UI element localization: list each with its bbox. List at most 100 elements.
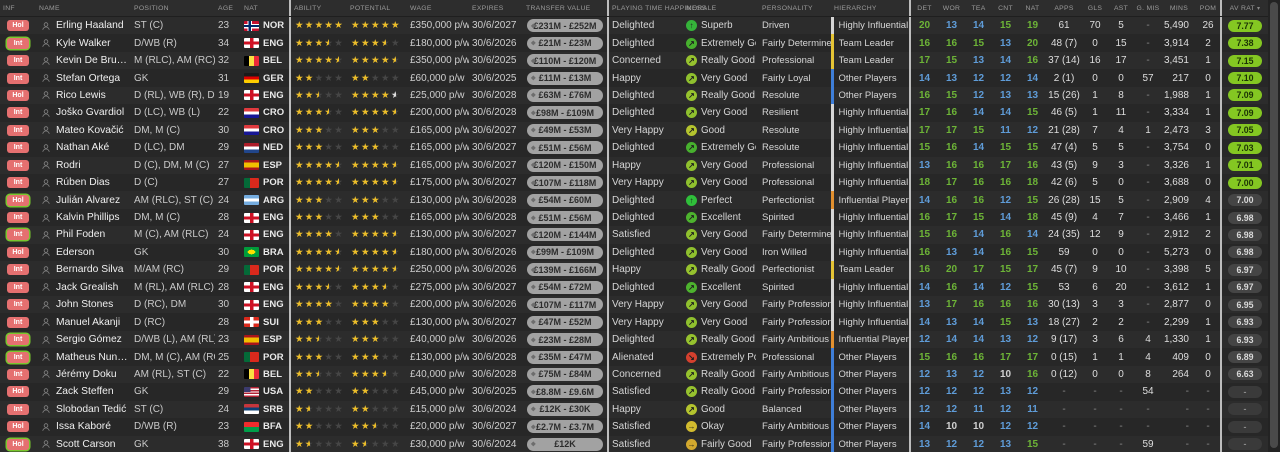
stat-ast: 5 — [1118, 20, 1124, 32]
col-header-tea[interactable]: TEA — [971, 4, 986, 12]
table-row[interactable]: Int Kyle Walker D/WB (R) 34 ENG ★ ★ ★ ★ ★ ★ ★ ★… — [0, 34, 1280, 52]
table-row[interactable]: Int Slobodan Tedić ST (C) 24 SRB ★ ★ ★ ★ ★ ★ ★… — [0, 400, 1280, 419]
table-row[interactable]: Int Nathan Aké D (LC), DM 29 NED ★ ★ ★ ★ ★ ★ ★… — [0, 139, 1280, 157]
player-name[interactable]: Scott Carson — [56, 438, 116, 450]
col-header-wage[interactable]: WAGE — [410, 4, 432, 12]
player-name[interactable]: Kyle Walker — [56, 37, 111, 49]
col-header-age[interactable]: AGE — [218, 4, 234, 12]
vertical-scrollbar[interactable] — [1268, 0, 1280, 452]
player-name[interactable]: Jérémy Doku — [56, 368, 117, 380]
table-row[interactable]: Int John Stones D (RC), DM 30 ENG ★ ★ ★ ★ ★ ★… — [0, 296, 1280, 314]
player-name[interactable]: Manuel Akanji — [56, 316, 121, 328]
personality: Resolute — [762, 142, 800, 154]
col-header-hierarchy[interactable]: HIERARCHY — [834, 4, 877, 12]
player-name[interactable]: Sergio Gómez — [56, 334, 122, 346]
col-header-inf[interactable]: INF — [3, 4, 15, 12]
hierarchy-bar — [831, 34, 834, 52]
player-name[interactable]: Erling Haaland — [56, 20, 124, 32]
table-row[interactable]: Hol Issa Kaboré D/WB (R) 23 BFA ★ ★ ★ ★ ★ ★ ★ ★… — [0, 418, 1280, 436]
transfer-value: £99M - £109M — [535, 247, 595, 258]
col-header-playing-time-happiness[interactable]: PLAYING TIME HAPPINESS — [612, 4, 707, 12]
table-row[interactable]: Int Jack Grealish M (RL), AM (RLC) 28 EN… — [0, 278, 1280, 296]
player-name[interactable]: Nathan Aké — [56, 142, 110, 154]
player-name[interactable]: Zack Steffen — [56, 386, 114, 398]
col-header-potential[interactable]: POTENTIAL — [350, 4, 391, 12]
player-name[interactable]: Joško Gvardiol — [56, 107, 125, 119]
col-header-personality[interactable]: PERSONALITY — [762, 4, 813, 12]
table-row[interactable]: Int Jérémy Doku AM (RL), ST (C) 22 BEL ★… — [0, 365, 1280, 384]
nationality-flag — [244, 264, 259, 275]
player-name[interactable]: Stefan Ortega — [56, 72, 121, 84]
table-row[interactable]: Int Kalvin Phillips DM, M (C) 28 ENG ★ ★ ★… — [0, 208, 1280, 227]
col-header-nat[interactable]: NAT — [244, 4, 258, 12]
col-header-morale[interactable]: MORALE — [686, 4, 717, 12]
player-name[interactable]: Rúben Dias — [56, 177, 110, 189]
col-header-wor[interactable]: WOR — [942, 4, 961, 12]
col-header-av-rat[interactable]: AV RAT ▾ — [1229, 4, 1261, 12]
player-name[interactable]: Ederson — [56, 246, 95, 258]
stat-ast: 20 — [1115, 281, 1127, 293]
col-header-position[interactable]: POSITION — [134, 4, 169, 12]
table-row[interactable]: Int Manuel Akanji D (RC) 28 SUI ★ ★ ★ ★ ★ ★ ★ ★… — [0, 313, 1280, 331]
col-header-expires[interactable]: EXPIRES — [472, 4, 504, 12]
stat-pom: 0 — [1205, 177, 1211, 189]
table-row[interactable]: Hol Scott Carson GK 38 ENG ★ ★ ★ ★ ★ ★ ★ ★ ★ ★ ★ ★… — [0, 435, 1280, 452]
table-row[interactable]: Int Matheus Nunes DM, M (C), AM (RC) 25 … — [0, 348, 1280, 366]
table-row[interactable]: Int Mateo Kovačić DM, M (C) 30 CRO ★ ★ ★ ★ ★… — [0, 121, 1280, 140]
col-header-ast[interactable]: AST — [1113, 4, 1129, 12]
table-row[interactable]: Hol Julián Álvarez AM (RLC), ST (C) 24 A… — [0, 191, 1280, 209]
player-name[interactable]: Phil Foden — [56, 229, 106, 241]
table-row[interactable]: Hol Ederson GK 30 BRA ★ ★ ★ ★ ★ ★ ★ ★ ★ ★ ★ ★ ★ ★ ★ ★ ★… — [0, 243, 1280, 262]
col-header-ability[interactable]: ABILITY — [294, 4, 322, 12]
attr-det: 14 — [918, 72, 931, 84]
player-name[interactable]: Kevin De Bruyne — [56, 55, 128, 67]
value-notch-icon: ◆ — [531, 110, 536, 117]
player-name[interactable]: Kalvin Phillips — [56, 212, 120, 224]
morale-label: Superb — [701, 20, 733, 32]
table-row[interactable]: Int Rúben Dias D (C) 27 POR ★ ★ ★ ★ ★ ★ ★ ★ ★ ★ ★… — [0, 173, 1280, 192]
hierarchy-label: Team Leader — [838, 37, 894, 49]
col-header-apps[interactable]: APPS — [1054, 4, 1074, 12]
player-name[interactable]: Julián Álvarez — [56, 194, 121, 206]
player-name[interactable]: Matheus Nunes — [56, 351, 128, 363]
table-row[interactable]: Hol Erling Haaland ST (C) 23 NOR ★ ★ ★ ★ ★ ★ ★… — [0, 17, 1280, 35]
table-row[interactable]: Int Bernardo Silva M/AM (RC) 29 POR ★ ★ ★ ★… — [0, 261, 1280, 279]
table-row[interactable]: Int Rodri D (C), DM, M (C) 27 ESP ★ ★ ★ ★ ★ ★… — [0, 156, 1280, 174]
col-header-name[interactable]: NAME — [39, 4, 60, 12]
age: 27 — [218, 177, 230, 189]
table-row[interactable]: Int Kevin De Bruyne M (RLC), AM (RC), ST… — [0, 51, 1280, 70]
col-header-transfer-value[interactable]: TRANSFER VALUE — [526, 4, 591, 12]
table-row[interactable]: Int Phil Foden M (C), AM (RLC) 24 ENG ★ ★… — [0, 226, 1280, 244]
player-name[interactable]: Rodri — [56, 159, 81, 171]
column-group-divider — [1220, 156, 1222, 174]
attr-det: 14 — [918, 316, 931, 328]
col-header-mins[interactable]: MINS — [1169, 4, 1189, 12]
personality: Fairly Professional — [762, 299, 831, 311]
player-name[interactable]: Jack Grealish — [56, 281, 119, 293]
table-row[interactable]: Hol Zack Steffen GK 29 USA ★ ★ ★ ★ ★ ★ ★ ★ ★ ★ ★ ★… — [0, 383, 1280, 401]
player-name[interactable]: Mateo Kovačić — [56, 124, 124, 136]
player-name[interactable]: Issa Kaboré — [56, 421, 111, 433]
scrollbar-thumb[interactable] — [1270, 2, 1278, 448]
col-header-det[interactable]: DET — [917, 4, 932, 12]
hierarchy-label: Highly Influential Player — [838, 229, 910, 241]
player-name[interactable]: Slobodan Tedić — [56, 403, 127, 415]
col-header-gmis[interactable]: G. MIS — [1136, 4, 1160, 12]
stat-pom: 1 — [1205, 55, 1211, 67]
table-row[interactable]: Int Joško Gvardiol D (LC), WB (L) 22 CRO… — [0, 104, 1280, 122]
morale-label: Fairly Good — [701, 438, 752, 450]
player-name[interactable]: Rico Lewis — [56, 89, 106, 101]
col-header-cnt[interactable]: CNT — [998, 4, 1013, 12]
transfer-value-pill: ◆ £12K - £30K — [527, 402, 603, 416]
col-header-pom[interactable]: POM — [1199, 4, 1217, 12]
player-name[interactable]: Bernardo Silva — [56, 264, 124, 276]
col-header-nat-attr[interactable]: NAT — [1025, 4, 1040, 12]
col-header-gls[interactable]: GLS — [1087, 4, 1103, 12]
transfer-value-pill: ◆ £12K — [527, 437, 603, 451]
table-row[interactable]: Int Stefan Ortega GK 31 GER ★ ★ ★ ★ ★ ★ ★ ★ ★ ★ ★… — [0, 69, 1280, 87]
nationality-flag — [244, 317, 259, 328]
attr-det: 15 — [918, 351, 931, 363]
table-row[interactable]: Hol Rico Lewis D (RL), WB (R), DM, M (C)… — [0, 86, 1280, 105]
player-name[interactable]: John Stones — [56, 299, 114, 311]
table-row[interactable]: Int Sergio Gómez D/WB (L), AM (RL) 23 ES… — [0, 330, 1280, 349]
